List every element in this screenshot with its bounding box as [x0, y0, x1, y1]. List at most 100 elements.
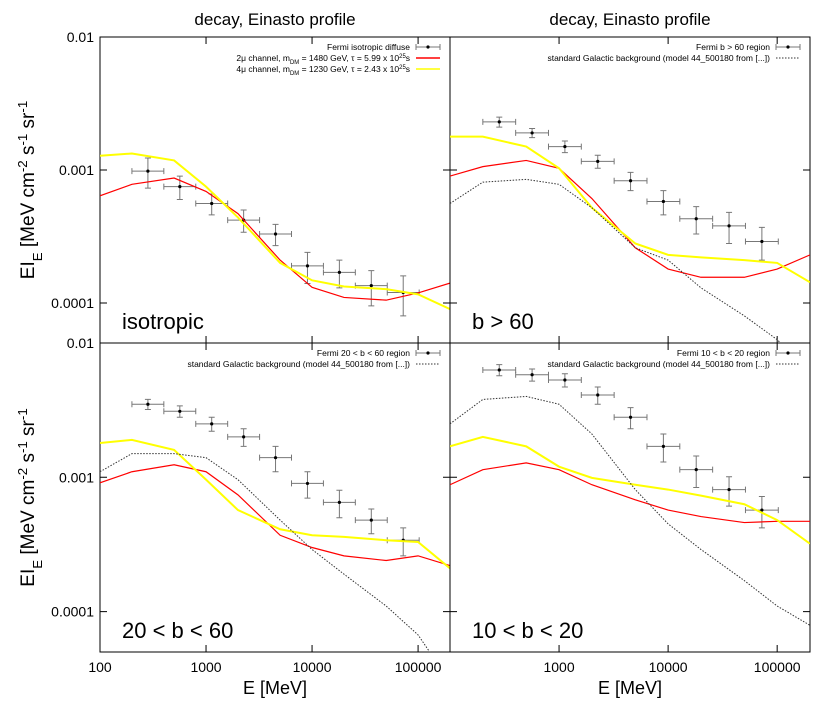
data-point — [628, 415, 633, 419]
y-error-bar — [758, 226, 765, 261]
data-point — [596, 393, 600, 397]
text-segment: -2 — [15, 468, 30, 480]
x-tick-label: 100 — [88, 659, 112, 675]
model-curve — [450, 462, 810, 524]
text-segment: s — [18, 453, 39, 468]
y-tick-label: 0.001 — [59, 469, 94, 485]
text-segment: 2μ channel, m — [236, 53, 290, 63]
x-tick-label: 1000 — [543, 659, 574, 675]
data-point — [661, 444, 665, 448]
text-segment: sr — [18, 112, 39, 134]
text-segment: 25 — [399, 65, 406, 71]
y-error-bar — [336, 259, 343, 289]
data-point — [210, 422, 214, 426]
text-segment: -1 — [15, 441, 30, 453]
text-segment: 25 — [399, 54, 406, 60]
data-point — [305, 264, 310, 268]
model-curve — [450, 159, 810, 278]
plot-area — [450, 364, 810, 626]
y-tick-label: 0.0001 — [51, 604, 94, 620]
data-point — [146, 169, 150, 173]
model-curve — [100, 438, 450, 570]
background-curve — [450, 395, 810, 626]
text-segment: DM — [290, 71, 299, 77]
legend-label: standard Galactic background (model 44_5… — [547, 53, 770, 63]
data-point — [273, 232, 278, 236]
model-curve — [100, 464, 450, 567]
text-segment: 4μ channel, m — [236, 64, 290, 74]
y-tick-label: 0.001 — [59, 162, 94, 178]
legend-label: Fermi isotropic diffuse — [327, 42, 410, 52]
legend-swatch — [786, 351, 790, 355]
data-point — [563, 144, 567, 149]
data-point — [530, 131, 534, 135]
text-segment: EI — [18, 261, 39, 279]
background-curve — [450, 178, 782, 343]
x-tick-label: 10000 — [293, 659, 332, 675]
data-point — [497, 120, 501, 124]
data-point — [178, 184, 182, 189]
text-segment: s — [406, 64, 410, 74]
y-tick-label: 0.01 — [67, 335, 94, 351]
data-point — [563, 378, 567, 382]
x-tick-label: 1000 — [190, 659, 221, 675]
y-error-bar — [693, 206, 700, 235]
panel-label: b > 60 — [472, 309, 534, 334]
x-tick-label: 100000 — [395, 659, 442, 675]
text-segment: [MeV cm — [18, 480, 39, 560]
data-point — [178, 409, 182, 413]
panel: 0.01 0.001 0.0001 decay, Einasto profile EIE… — [15, 10, 451, 344]
model-curve — [450, 435, 810, 545]
data-point — [337, 270, 341, 274]
data-point — [727, 487, 731, 492]
data-point — [694, 217, 698, 221]
panel-label: 20 < b < 60 — [122, 618, 233, 643]
text-segment: -1 — [15, 408, 30, 420]
x-axis-label: E [MeV] — [598, 678, 662, 698]
text-segment: -2 — [15, 160, 30, 172]
data-point — [760, 508, 764, 512]
data-point — [727, 224, 731, 228]
panel-title: decay, Einasto profile — [194, 10, 355, 29]
text-segment: E — [30, 560, 45, 569]
data-point — [242, 435, 246, 439]
plot-frame — [449, 342, 811, 653]
text-segment: = 1230 GeV, τ = 2.43 x 10 — [299, 64, 399, 74]
legend-swatch — [426, 45, 430, 49]
y-error-bar — [726, 211, 733, 245]
text-segment: s — [18, 146, 39, 161]
data-point — [337, 500, 341, 505]
legend-swatch — [786, 45, 790, 49]
data-point — [273, 456, 278, 460]
text-segment: DM — [290, 60, 299, 66]
y-error-bar — [144, 157, 151, 189]
plot-frame — [99, 342, 451, 653]
legend-label: Fermi b > 60 region — [696, 42, 770, 52]
data-point — [530, 373, 534, 377]
data-point — [369, 284, 373, 288]
data-point — [661, 199, 665, 204]
text-segment: -1 — [15, 101, 30, 113]
panel: decay, Einasto profile b > 60 Fermi b > 60… — [449, 10, 811, 344]
x-axis-label: E [MeV] — [243, 678, 307, 698]
x-tick-label: 10000 — [649, 659, 688, 675]
panel-title: decay, Einasto profile — [549, 10, 710, 29]
plot-area — [100, 398, 450, 652]
model-curve — [100, 177, 450, 301]
panel: 100 1000 10000 100000 0.01 0.001 0.0001 E [MeV]… — [15, 335, 451, 698]
legend-label: 4μ channel, mDM = 1230 GeV, τ = 2.43 x 1… — [236, 64, 410, 77]
panel-label: isotropic — [122, 309, 204, 334]
model-curve — [450, 135, 810, 284]
background-curve — [100, 453, 431, 652]
text-segment: s — [406, 53, 410, 63]
text-segment: -1 — [15, 134, 30, 146]
legend-label: Fermi 20 < b < 60 region — [317, 348, 410, 358]
data-point — [369, 518, 373, 522]
text-segment: [MeV cm — [18, 172, 39, 252]
data-point — [694, 468, 698, 472]
model-curve — [100, 152, 450, 310]
y-error-bar — [660, 433, 667, 463]
legend-label: Fermi 10 < b < 20 region — [677, 348, 770, 358]
legend-swatch — [426, 351, 430, 355]
